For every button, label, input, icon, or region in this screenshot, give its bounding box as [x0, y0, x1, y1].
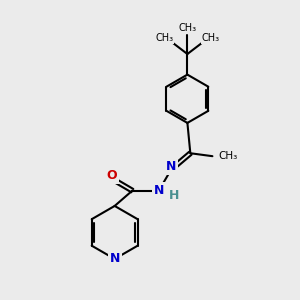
Text: O: O — [106, 169, 117, 182]
Text: N: N — [154, 184, 164, 197]
Text: H: H — [169, 189, 179, 203]
Text: CH₃: CH₃ — [178, 23, 196, 33]
Text: CH₃: CH₃ — [201, 33, 219, 43]
Text: N: N — [166, 160, 176, 173]
Text: N: N — [110, 252, 120, 266]
Text: CH₃: CH₃ — [218, 151, 238, 161]
Text: CH₃: CH₃ — [156, 33, 174, 43]
